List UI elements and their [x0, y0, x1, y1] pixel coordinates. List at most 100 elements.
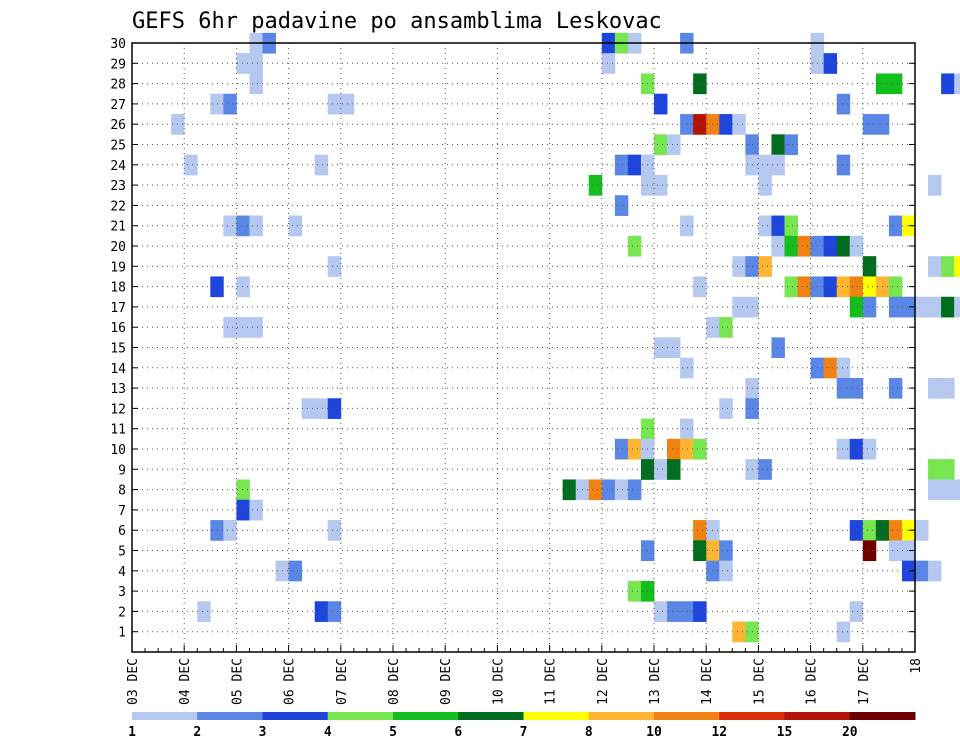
heatmap-cell: [784, 215, 798, 237]
heatmap-cell: [758, 459, 772, 480]
heatmap-cell: [888, 377, 903, 399]
heatmap-cell: [288, 215, 303, 237]
x-tick-label: 17 DEC: [857, 658, 872, 705]
heatmap-cell: [862, 296, 877, 318]
heatmap-cell: [614, 154, 629, 176]
heatmap-cell: [915, 560, 929, 582]
heatmap-cell: [941, 459, 955, 480]
legend-swatch: [262, 712, 329, 720]
legend-level-label: 15: [777, 725, 793, 740]
legend-swatch: [327, 712, 394, 720]
x-tick-label: 08 DEC: [387, 658, 402, 705]
heatmap-cell: [888, 276, 903, 298]
heatmap-cell: [680, 601, 694, 622]
x-tick-label: 18: [909, 658, 924, 674]
x-tick-label: 07 DEC: [335, 658, 350, 705]
heatmap-cell: [928, 296, 942, 318]
heatmap-cell: [654, 93, 668, 115]
y-tick-label: 8: [118, 484, 126, 499]
heatmap-cell: [849, 296, 864, 318]
heatmap-cell: [784, 276, 798, 298]
heatmap-cell: [732, 256, 746, 277]
heatmap-cell: [836, 621, 851, 643]
heatmap-cell: [236, 53, 250, 74]
y-tick-label: 18: [110, 281, 126, 296]
heatmap-cell: [693, 601, 707, 622]
heatmap-cell: [836, 235, 851, 257]
x-tick-label: 15 DEC: [752, 658, 767, 705]
heatmap-cell: [758, 154, 772, 176]
x-tick-label: 12 DEC: [596, 658, 611, 705]
legend-swatch: [654, 712, 720, 720]
heatmap-cell: [823, 53, 838, 74]
heatmap-cell: [849, 438, 864, 460]
heatmap-cell: [314, 398, 329, 419]
heatmap-cells: [171, 32, 960, 643]
y-tick-label: 2: [118, 605, 126, 620]
y-tick-label: 26: [110, 118, 126, 133]
heatmap-cell: [314, 601, 329, 622]
heatmap-cell: [862, 520, 877, 541]
legend-swatch: [393, 712, 459, 720]
heatmap-cell: [667, 438, 681, 460]
heatmap-cell: [680, 357, 694, 379]
heatmap-cell: [928, 256, 942, 277]
heatmap-cell: [941, 479, 955, 501]
legend-level-label: 12: [711, 725, 727, 740]
y-tick-label: 14: [110, 362, 126, 377]
heatmap-cell: [236, 479, 250, 501]
heatmap-cell: [627, 154, 642, 176]
legend-swatch: [458, 712, 524, 720]
heatmap-cell: [601, 53, 616, 74]
y-tick-label: 15: [110, 342, 126, 357]
heatmap-cell: [901, 296, 916, 318]
heatmap-cell: [301, 398, 316, 419]
heatmap-cell: [197, 601, 211, 622]
grid-lines: [132, 42, 915, 652]
heatmap-cell: [627, 479, 642, 501]
heatmap-cell: [654, 337, 668, 359]
heatmap-cell: [941, 296, 955, 318]
heatmap-cell: [888, 296, 903, 318]
heatmap-cell: [849, 601, 864, 622]
heatmap-cell: [941, 73, 955, 95]
heatmap-cell: [784, 235, 798, 257]
x-tick-label: 06 DEC: [283, 658, 298, 705]
x-tick-label: 10 DEC: [491, 658, 506, 705]
legend-level-label: 6: [454, 725, 462, 740]
y-tick-label: 17: [110, 301, 126, 316]
y-tick-label: 11: [110, 423, 126, 438]
heatmap-cell: [888, 73, 903, 95]
heatmap-cell: [954, 296, 960, 318]
y-tick-label: 10: [110, 443, 126, 458]
y-axis-ticks: 1234567891011121314151617181920212223242…: [110, 37, 915, 641]
x-tick-label: 03 DEC: [126, 658, 141, 705]
heatmap-cell: [693, 540, 707, 562]
heatmap-cell: [627, 580, 642, 602]
heatmap-cell: [771, 154, 785, 176]
heatmap-cell: [954, 256, 960, 277]
heatmap-cell: [184, 154, 198, 176]
x-tick-label: 05 DEC: [230, 658, 245, 705]
heatmap-cell: [680, 438, 694, 460]
heatmap-cell: [327, 93, 342, 115]
legend-level-label: 4: [324, 725, 332, 740]
heatmap-cell: [249, 215, 263, 237]
heatmap-cell: [719, 317, 733, 338]
heatmap-cell: [888, 520, 903, 541]
y-tick-label: 30: [110, 37, 126, 52]
heatmap-cell: [901, 520, 916, 541]
heatmap-cell: [719, 114, 733, 135]
heatmap-cell: [954, 73, 960, 95]
x-tick-label: 14 DEC: [700, 658, 715, 705]
heatmap-cell: [836, 377, 851, 399]
heatmap-cell: [223, 317, 237, 338]
heatmap-cell: [915, 296, 929, 318]
heatmap-cell: [771, 134, 785, 156]
y-tick-label: 23: [110, 179, 126, 194]
heatmap-cell: [849, 520, 864, 541]
heatmap-cell: [249, 53, 263, 74]
heatmap-cell: [693, 438, 707, 460]
y-tick-label: 5: [118, 545, 126, 560]
